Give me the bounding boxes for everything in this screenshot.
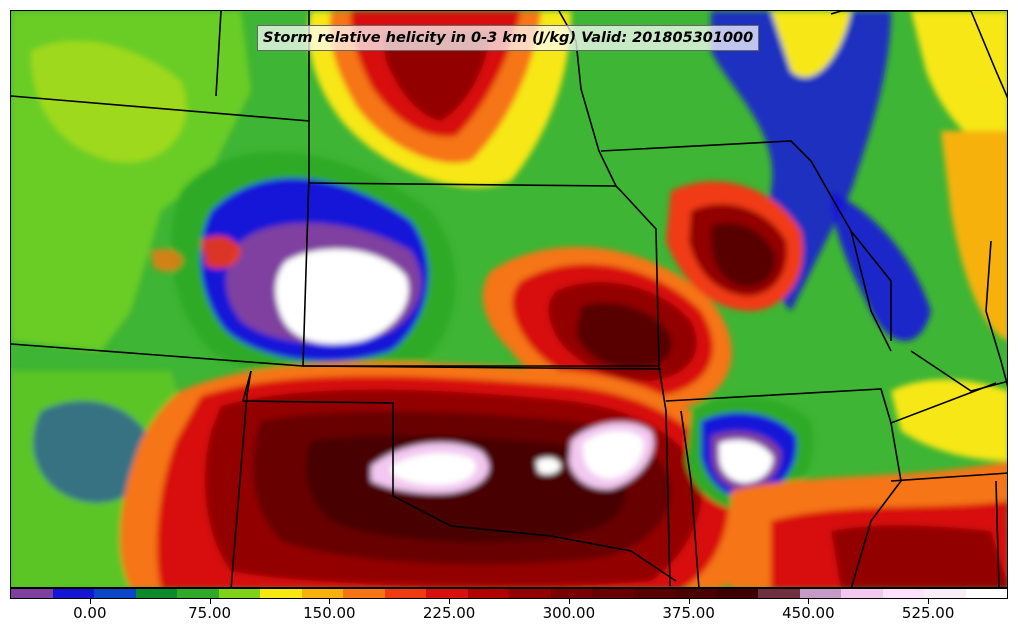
helicity-contour-field [11,11,1007,587]
colorbar-tick-label: 450.00 [782,604,835,622]
colorbar-segment [633,589,675,598]
colorbar-tick-mark [688,599,690,604]
colorbar-tick-label: 225.00 [422,604,476,622]
colorbar-ticks: 0.00 75.00 150.00 225.00 300.00 375.00 450.00 5… [10,599,1008,633]
colorbar-segment [841,589,883,598]
map-title: Storm relative helicity in 0-3 km (J/kg)… [257,25,760,51]
helicity-map: Storm relative helicity in 0-3 km (J/kg)… [10,10,1008,588]
colorbar-segment [11,589,53,598]
colorbar-segment [882,589,924,598]
colorbar-tick-mark [329,599,331,604]
colorbar-segment [426,589,468,598]
colorbar-tick-label: 75.00 [188,604,232,622]
colorbar-tick-mark [89,599,91,604]
colorbar [10,588,1008,599]
colorbar-segment [509,589,551,598]
colorbar-segment [592,589,634,598]
colorbar-segment [177,589,219,598]
colorbar-tick-label: 300.00 [542,604,596,622]
colorbar-segment [924,589,966,598]
colorbar-tick-label: 375.00 [662,604,715,622]
colorbar-tick-mark [928,599,930,604]
colorbar-segment [758,589,800,598]
colorbar-tick-label: 150.00 [303,604,356,622]
colorbar-tick-mark [808,599,810,604]
colorbar-segment [965,589,1007,598]
colorbar-tick-mark [449,599,451,604]
colorbar-segment [52,589,94,598]
colorbar-segment [343,589,385,598]
colorbar-segment [799,589,841,598]
colorbar-segment [675,589,717,598]
colorbar-segment [384,589,426,598]
colorbar-segment [135,589,177,598]
colorbar-tick-label: 0.00 [73,604,107,622]
colorbar-segment [94,589,136,598]
colorbar-segment [218,589,260,598]
colorbar-segment [301,589,343,598]
colorbar-segment [467,589,509,598]
colorbar-segment [716,589,758,598]
colorbar-tick-mark [209,599,211,604]
colorbar-tick-label: 525.00 [901,604,955,622]
colorbar-segment [550,589,592,598]
colorbar-segment [260,589,302,598]
colorbar-tick-mark [568,599,570,604]
